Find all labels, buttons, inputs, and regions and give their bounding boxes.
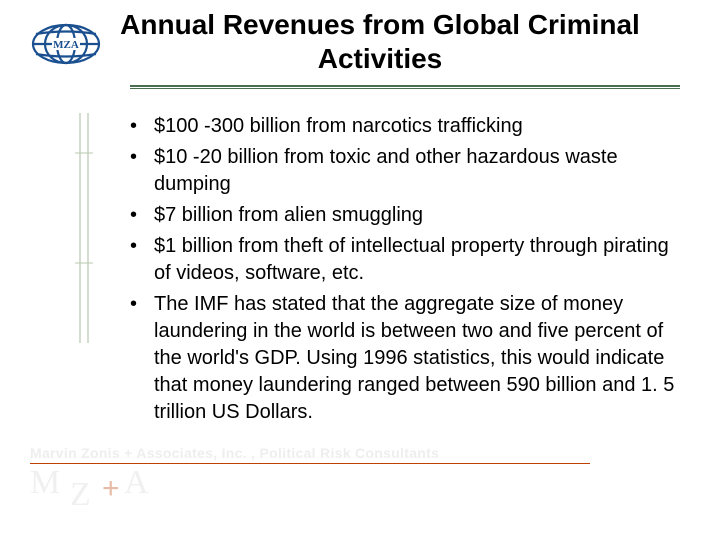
bullet-text: $7 billion from alien smuggling: [154, 202, 690, 229]
bullet-icon: •: [130, 202, 154, 229]
bullet-text: $100 -300 billion from narcotics traffic…: [154, 113, 690, 140]
title-underline: [130, 85, 680, 89]
header: MZA Annual Revenues from Global Criminal…: [0, 0, 720, 89]
list-item: • $100 -300 billion from narcotics traff…: [130, 113, 690, 140]
footer-letter-a: A: [124, 464, 149, 502]
decorative-vlines: [75, 113, 105, 358]
list-item: • $1 billion from theft of intellectual …: [130, 233, 690, 287]
bullet-text: $1 billion from theft of intellectual pr…: [154, 233, 690, 287]
logo-text: MZA: [53, 39, 79, 51]
list-item: • $10 -20 billion from toxic and other h…: [130, 144, 690, 198]
bullet-list: • $100 -300 billion from narcotics traff…: [130, 113, 690, 426]
bullet-text: $10 -20 billion from toxic and other haz…: [154, 144, 690, 198]
list-item: • The IMF has stated that the aggregate …: [130, 291, 690, 426]
footer-letter-m: M: [30, 464, 60, 502]
footer-company-text: Marvin Zonis + Associates, Inc. , Politi…: [30, 445, 590, 461]
bullet-icon: •: [130, 113, 154, 140]
bullet-icon: •: [130, 233, 154, 287]
list-item: • $7 billion from alien smuggling: [130, 202, 690, 229]
content-area: • $100 -300 billion from narcotics traff…: [0, 113, 720, 426]
page-title: Annual Revenues from Global Criminal Act…: [80, 8, 680, 85]
plus-icon: +: [102, 472, 120, 506]
footer: Marvin Zonis + Associates, Inc. , Politi…: [30, 445, 590, 510]
footer-letter-z: Z: [70, 476, 91, 514]
footer-mza-letters: M Z + A: [30, 464, 190, 510]
bullet-text: The IMF has stated that the aggregate si…: [154, 291, 690, 426]
bullet-icon: •: [130, 291, 154, 426]
mza-globe-logo: MZA: [30, 22, 102, 71]
bullet-icon: •: [130, 144, 154, 198]
